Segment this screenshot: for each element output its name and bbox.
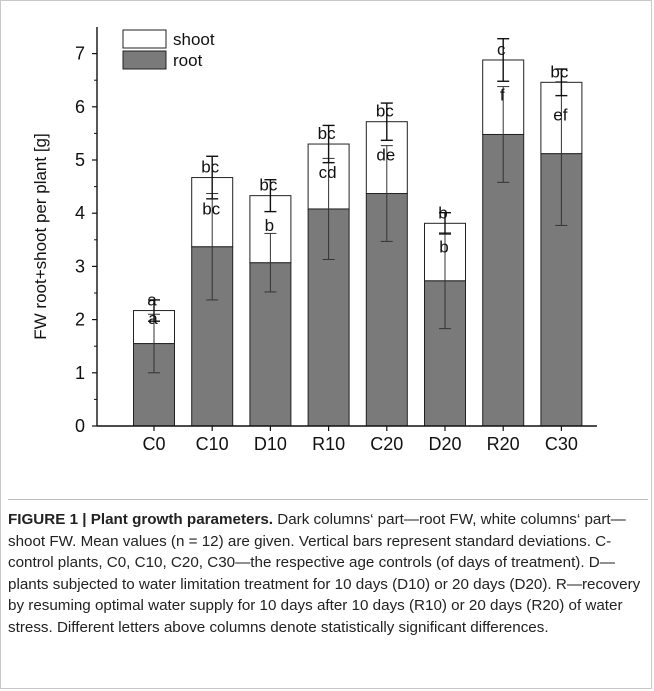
x-tick-label-C20: C20 [370, 434, 403, 454]
letter-root-D10: b [265, 216, 274, 235]
letter-shoot-C0: a [147, 291, 157, 310]
y-tick-label-2: 2 [75, 310, 85, 330]
y-tick-label-1: 1 [75, 363, 85, 383]
letter-root-C0: a [148, 309, 158, 328]
x-tick-label-C30: C30 [545, 434, 578, 454]
letter-root-D20: b [439, 238, 448, 257]
letter-shoot-C20: bc [376, 102, 394, 121]
letter-shoot-D10: bc [259, 176, 277, 195]
x-tick-label-C0: C0 [142, 434, 165, 454]
y-tick-label-7: 7 [75, 44, 85, 64]
stacked-bar-chart: C0 C10 D10 R10 C20 D20 R20 C30 0 1 2 3 4 5 6 7 FW root+s… [31, 27, 597, 454]
y-tick-label-3: 3 [75, 256, 85, 276]
caption-text: Dark columns‘ part—root FW, white column… [8, 511, 641, 636]
x-tick-label-D10: D10 [254, 434, 287, 454]
letter-root-C10: bc [202, 200, 220, 219]
y-tick-label-5: 5 [75, 150, 85, 170]
letter-root-C20: de [376, 145, 395, 164]
figure-caption: FIGURE 1 | Plant growth parameters. Dark… [8, 509, 648, 638]
caption-title: FIGURE 1 | Plant growth parameters. [8, 511, 274, 528]
letter-shoot-C30: bc [550, 62, 568, 81]
y-tick-label-0: 0 [75, 416, 85, 436]
y-tick-label-4: 4 [75, 203, 85, 223]
x-tick-label-R20: R20 [487, 434, 520, 454]
letter-root-C30: ef [553, 106, 567, 125]
x-tick-label-D20: D20 [428, 434, 461, 454]
y-axis-title: FW root+shoot per plant [g] [31, 133, 50, 339]
legend-swatch-root [122, 50, 167, 70]
letter-shoot-R20: c [497, 40, 506, 59]
legend-label-shoot: shoot [173, 30, 215, 49]
letter-root-R20: f [500, 85, 505, 104]
letter-shoot-C10: bc [201, 158, 219, 177]
legend-label-root: root [173, 51, 203, 70]
letter-shoot-R10: bc [318, 124, 336, 143]
letter-shoot-D20: b [438, 203, 447, 222]
x-tick-label-C10: C10 [196, 434, 229, 454]
legend-swatch-shoot [122, 29, 167, 49]
y-tick-label-6: 6 [75, 97, 85, 117]
letter-root-R10: cd [319, 163, 337, 182]
bar-root-R20 [482, 133, 525, 427]
x-tick-label-R10: R10 [312, 434, 345, 454]
caption-divider [8, 499, 648, 500]
